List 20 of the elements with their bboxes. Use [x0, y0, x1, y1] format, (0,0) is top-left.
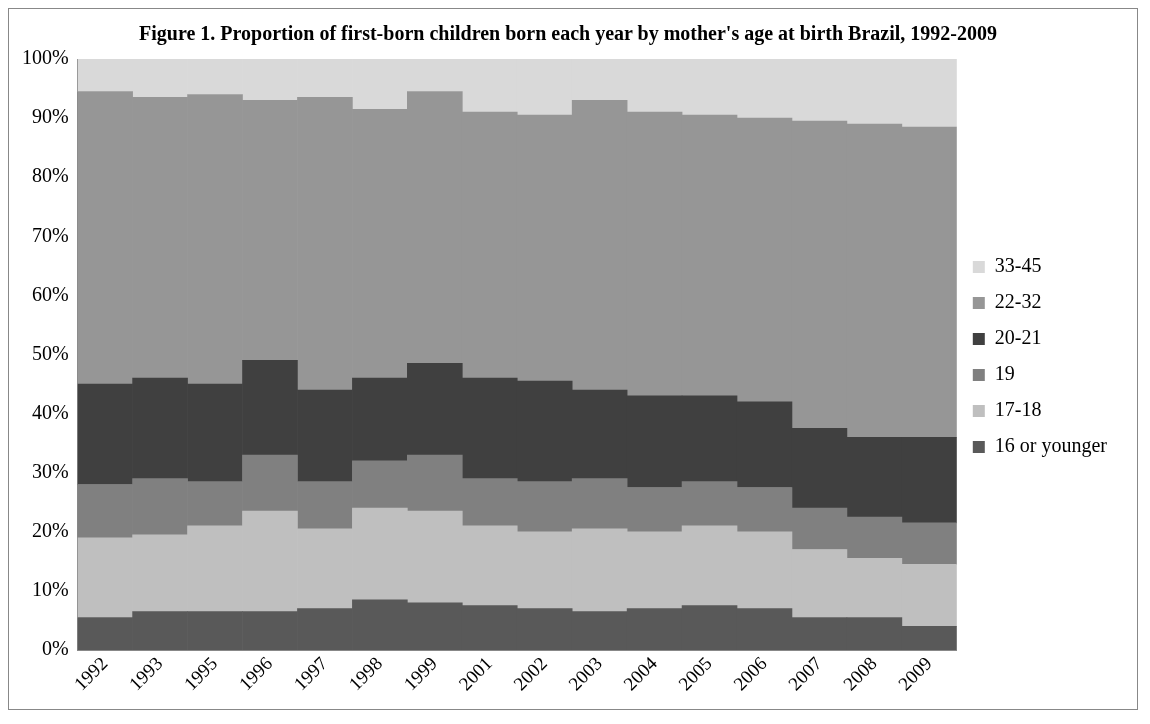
legend-label: 20-21 [994, 326, 1042, 349]
y-tick-label: 80% [31, 164, 69, 187]
y-tick-label: 40% [31, 400, 69, 423]
legend-label: 19 [994, 362, 1015, 385]
y-tick-label: 90% [31, 105, 69, 128]
legend-label: 22-32 [994, 290, 1042, 313]
y-tick-label: 30% [31, 459, 69, 482]
legend-label: 16 or younger [994, 434, 1108, 458]
legend-label: 33-45 [994, 254, 1042, 277]
y-tick-label: 0% [41, 637, 69, 660]
y-tick-label: 20% [31, 519, 69, 542]
y-tick-label: 60% [31, 282, 69, 305]
y-tick-label: 50% [31, 341, 69, 364]
y-tick-label: 70% [31, 223, 69, 246]
x-tick-label: 1992 [69, 652, 112, 695]
y-tick-label: 10% [31, 578, 69, 601]
chart-title: Figure 1. Proportion of first-born children born each year by mother's age at birth Brazil, 1992-2009 [139, 22, 997, 46]
x-tick-label: 1999 [399, 652, 442, 695]
legend-label: 17-18 [994, 398, 1042, 421]
y-tick-label: 100% [21, 46, 69, 69]
